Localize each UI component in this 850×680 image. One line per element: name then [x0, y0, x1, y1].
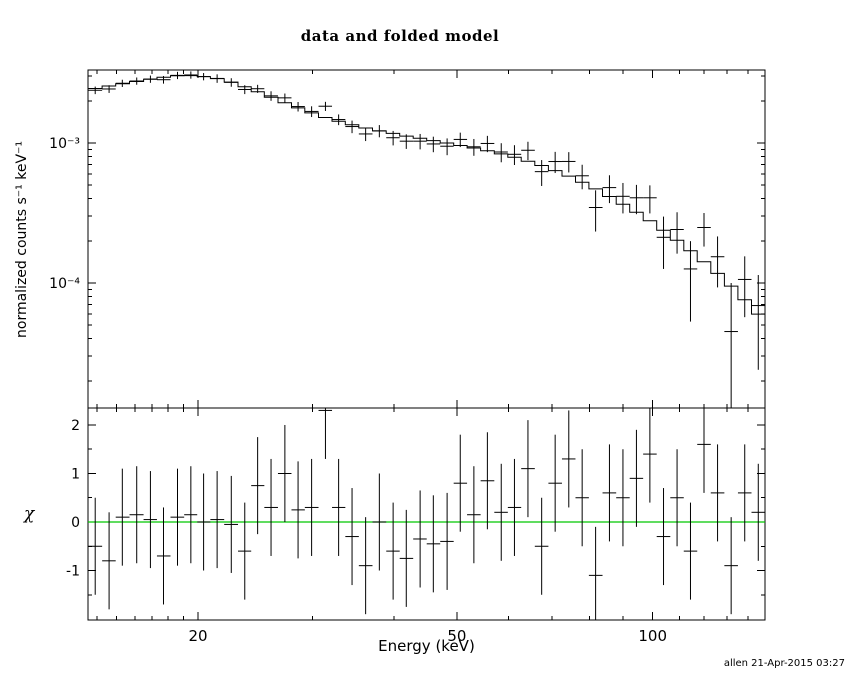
- x-tick-label: 50: [447, 627, 466, 645]
- x-tick-label: 20: [188, 627, 207, 645]
- y-tick-label: 0: [71, 515, 80, 531]
- y-tick-label: 1: [71, 466, 80, 482]
- timestamp: allen 21-Apr-2015 03:27: [723, 658, 845, 669]
- plot-frame: [87, 69, 766, 621]
- y-tick-label: 2: [71, 418, 80, 434]
- y-tick-label: 10⁻³: [49, 136, 80, 152]
- y-axis-label-bottom: χ: [24, 504, 35, 524]
- x-axis-label: Energy (keV): [378, 637, 475, 655]
- plot-title: data and folded model: [300, 27, 500, 45]
- y-tick-label: 10⁻⁴: [49, 276, 80, 292]
- model-step-line: [88, 75, 765, 315]
- x-tick-label: 100: [638, 627, 667, 645]
- y-tick-label: -1: [66, 564, 80, 580]
